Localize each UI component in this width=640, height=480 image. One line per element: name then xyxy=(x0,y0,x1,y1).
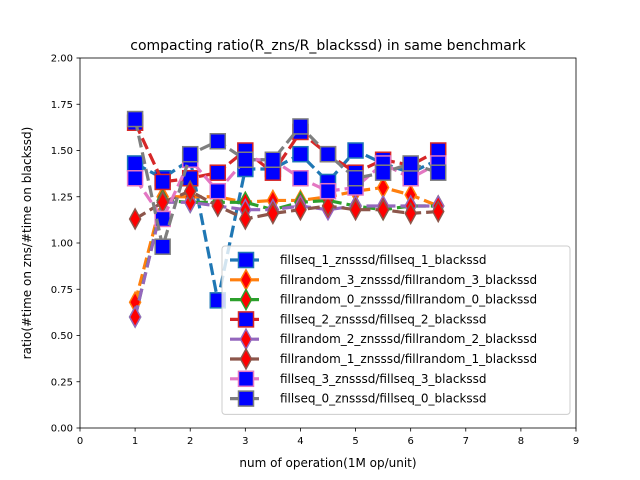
data-point xyxy=(404,201,418,225)
data-point xyxy=(154,238,171,255)
data-point xyxy=(347,170,364,187)
x-tick-label: 5 xyxy=(352,436,358,447)
data-point xyxy=(128,207,142,231)
data-point xyxy=(264,151,282,168)
data-point xyxy=(126,170,144,187)
legend-label: fillseq_1_znsssd/fillseq_1_blackssd xyxy=(280,253,487,267)
x-tick-label: 8 xyxy=(518,436,524,447)
legend-label: fillrandom_2_znsssd/fillrandom_2_blackss… xyxy=(280,332,537,346)
data-point xyxy=(292,170,309,187)
legend: fillseq_1_znsssd/fillseq_1_blackssdfillr… xyxy=(221,245,571,415)
y-tick-label: 0.50 xyxy=(51,331,73,342)
data-point xyxy=(402,170,419,187)
data-point xyxy=(181,145,199,163)
data-point xyxy=(183,179,197,203)
legend-label: fillrandom_1_znsssd/fillrandom_1_blackss… xyxy=(280,352,537,366)
x-axis-label: num of operation(1M op/unit) xyxy=(239,456,416,470)
data-point xyxy=(319,145,337,163)
y-tick-label: 0.00 xyxy=(51,424,73,435)
legend-marker xyxy=(239,347,253,371)
data-point xyxy=(374,164,392,181)
x-axis-ticks: 0 1 2 3 4 5 6 7 8 9 xyxy=(77,428,579,447)
series-layer xyxy=(126,110,447,329)
x-tick-label: 6 xyxy=(407,436,413,447)
x-tick-label: 9 xyxy=(573,436,579,447)
data-point xyxy=(431,199,445,224)
legend-marker xyxy=(237,251,255,269)
y-tick-label: 1.25 xyxy=(51,192,73,203)
data-point xyxy=(209,133,227,150)
data-point xyxy=(128,305,142,329)
legend-label: fillseq_0_znsssd/fillseq_0_blackssd xyxy=(280,392,487,406)
y-tick-label: 2.00 xyxy=(51,54,73,65)
y-tick-label: 1.50 xyxy=(51,146,73,157)
data-point xyxy=(294,198,307,222)
y-tick-label: 1.00 xyxy=(51,239,73,250)
data-point xyxy=(349,198,362,222)
data-point xyxy=(126,110,144,128)
y-tick-label: 0.25 xyxy=(51,377,73,388)
data-point xyxy=(154,173,171,191)
legend-label: fillseq_3_znsssd/fillseq_3_blackssd xyxy=(280,372,487,386)
data-point xyxy=(126,155,144,172)
legend-item: fillrandom_0_znsssd/fillrandom_0_blackss… xyxy=(230,288,537,312)
data-point xyxy=(238,207,252,231)
data-point xyxy=(319,182,337,200)
data-point xyxy=(237,151,254,168)
data-point xyxy=(292,145,309,163)
data-point xyxy=(209,182,227,200)
legend-item: fillseq_1_znsssd/fillseq_1_blackssd xyxy=(230,251,487,269)
legend-item: fillseq_0_znsssd/fillseq_0_blackssd xyxy=(230,390,487,407)
data-point xyxy=(321,194,335,218)
y-tick-label: 1.75 xyxy=(51,100,73,111)
x-tick-label: 0 xyxy=(77,436,83,447)
legend-marker xyxy=(237,370,255,388)
legend-item: fillrandom_3_znsssd/fillrandom_3_blackss… xyxy=(230,268,537,292)
data-point xyxy=(429,164,447,181)
x-tick-label: 4 xyxy=(297,436,303,447)
x-tick-label: 2 xyxy=(187,436,193,447)
data-point xyxy=(376,198,390,222)
legend-label: fillrandom_3_znsssd/fillrandom_3_blackss… xyxy=(280,273,537,287)
legend-item: fillseq_3_znsssd/fillseq_3_blackssd xyxy=(230,370,487,388)
y-tick-label: 0.75 xyxy=(51,285,73,296)
data-point xyxy=(292,118,309,135)
legend-item: fillrandom_1_znsssd/fillrandom_1_blackss… xyxy=(230,347,537,371)
data-point xyxy=(402,155,419,172)
legend-marker xyxy=(237,390,255,407)
legend-label: fillseq_2_znsssd/fillseq_2_blackssd xyxy=(280,312,487,326)
x-tick-label: 1 xyxy=(132,436,138,447)
legend-item: fillseq_2_znsssd/fillseq_2_blackssd xyxy=(230,311,487,328)
legend-marker xyxy=(237,311,255,328)
x-tick-label: 7 xyxy=(463,436,469,447)
chart-title: compacting ratio(R_zns/R_blackssd) in sa… xyxy=(130,38,526,54)
series-5 xyxy=(128,179,445,231)
legend-marker xyxy=(239,288,253,312)
plot-area: 0 1 2 3 4 5 6 7 8 9 0.00 0.25 0.50 0.75 1.00 1.25 1.50 1… xyxy=(51,54,579,447)
legend-box xyxy=(221,245,571,415)
y-axis-ticks: 0.00 0.25 0.50 0.75 1.00 1.25 1.50 1.75 2.00 xyxy=(51,54,80,435)
data-point xyxy=(347,142,364,159)
legend-label: fillrandom_0_znsssd/fillrandom_0_blackss… xyxy=(280,293,537,307)
x-tick-label: 3 xyxy=(242,436,248,447)
data-point xyxy=(209,164,227,181)
data-point xyxy=(211,194,225,218)
y-axis-label: ratio(#time on zns/#time on blackssd) xyxy=(20,127,34,360)
series-7 xyxy=(126,110,447,255)
data-point xyxy=(266,201,280,225)
